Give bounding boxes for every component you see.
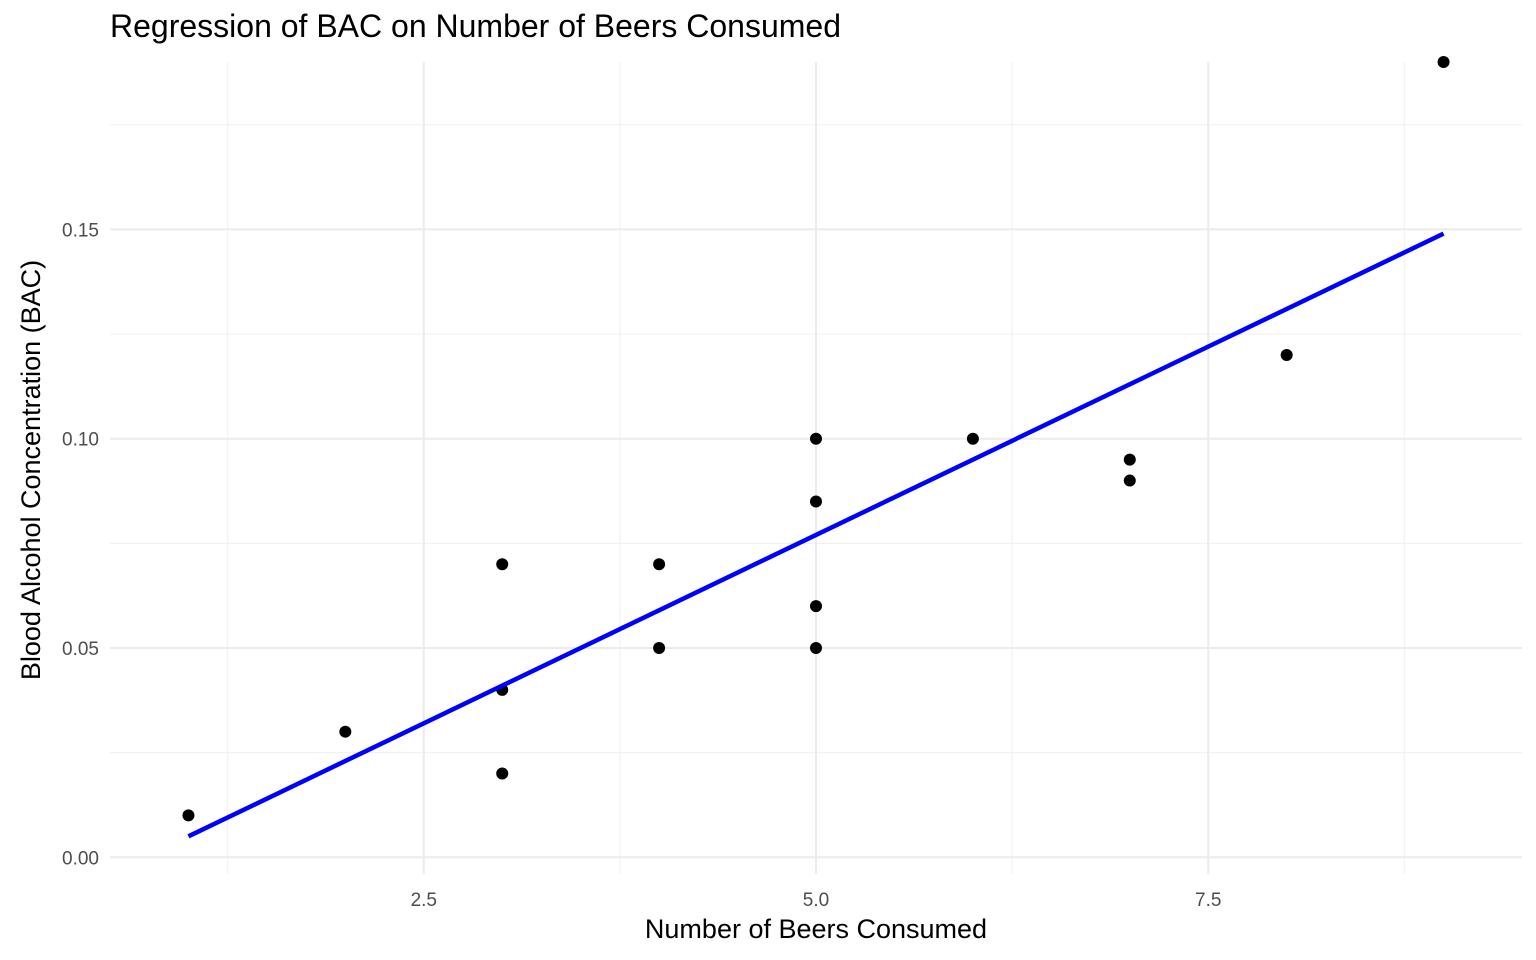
data-point xyxy=(810,495,822,508)
x-axis-title: Number of Beers Consumed xyxy=(645,914,987,944)
data-point xyxy=(810,432,822,445)
data-point xyxy=(966,432,979,445)
x-tick-label: 7.5 xyxy=(1195,890,1221,911)
data-point xyxy=(1123,474,1136,487)
chart-title: Regression of BAC on Number of Beers Con… xyxy=(110,8,842,44)
x-tick-label: 5.0 xyxy=(803,890,829,911)
data-point xyxy=(653,641,666,654)
data-point xyxy=(339,725,352,738)
data-point xyxy=(653,558,666,571)
y-tick-label: 0.15 xyxy=(62,220,99,241)
data-point xyxy=(1280,348,1293,361)
data-point xyxy=(1437,56,1450,68)
data-point xyxy=(810,600,822,613)
y-axis-title: Blood Alcohol Concentration (BAC) xyxy=(16,260,46,680)
data-point xyxy=(810,641,822,654)
y-tick-label: 0.00 xyxy=(62,848,99,869)
data-point xyxy=(496,767,509,780)
data-point xyxy=(496,558,509,571)
y-tick-label: 0.05 xyxy=(62,639,99,660)
x-tick-label: 2.5 xyxy=(411,890,437,911)
data-point xyxy=(1123,453,1136,466)
regression-line xyxy=(187,231,1445,839)
y-tick-label: 0.10 xyxy=(62,430,99,451)
data-point xyxy=(182,809,195,822)
